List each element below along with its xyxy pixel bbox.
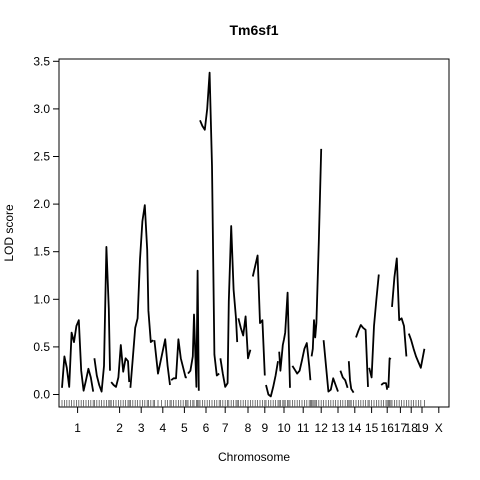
x-tick-label: 18 bbox=[405, 421, 419, 435]
x-tick-label: 19 bbox=[415, 421, 429, 435]
lod-line-segment bbox=[322, 340, 339, 393]
x-axis-label: Chromosome bbox=[218, 450, 290, 464]
y-tick-label: 3.0 bbox=[33, 102, 50, 116]
marker-rug bbox=[61, 400, 425, 407]
lod-line-segment bbox=[153, 338, 171, 386]
lod-line-segment bbox=[368, 274, 380, 379]
lod-line-segment bbox=[93, 245, 111, 393]
x-tick-label: 5 bbox=[181, 421, 188, 435]
lod-line-segment bbox=[61, 319, 95, 392]
x-tick-label: 9 bbox=[261, 421, 268, 435]
lod-line-segment bbox=[219, 225, 239, 388]
x-tick-label: 7 bbox=[222, 421, 229, 435]
x-tick-label: 2 bbox=[116, 421, 123, 435]
lod-line-segment bbox=[355, 324, 369, 387]
lod-series bbox=[61, 71, 426, 398]
lod-line-segment bbox=[251, 254, 266, 376]
plot-frame bbox=[58, 58, 450, 408]
x-tick-label: 12 bbox=[315, 421, 329, 435]
x-tick-label: 4 bbox=[159, 421, 166, 435]
chart-title: Tm6sf1 bbox=[229, 22, 278, 38]
lod-line-segment bbox=[339, 370, 349, 389]
x-tick-label: 6 bbox=[203, 421, 210, 435]
x-tick-label: 15 bbox=[365, 421, 379, 435]
x-tick-label: 14 bbox=[348, 421, 362, 435]
x-tick-label: X bbox=[435, 421, 443, 435]
lod-line-segment bbox=[170, 338, 187, 381]
y-axis-label: LOD score bbox=[2, 204, 16, 262]
lod-line-segment bbox=[187, 269, 200, 391]
lod-line-segment bbox=[237, 315, 252, 360]
lod-line-segment bbox=[380, 382, 389, 390]
y-tick-label: 2.0 bbox=[33, 197, 50, 211]
lod-line-segment bbox=[110, 344, 131, 388]
x-tick-label: 3 bbox=[138, 421, 145, 435]
lod-line-segment bbox=[387, 357, 392, 388]
y-tick-label: 0.5 bbox=[33, 340, 50, 354]
lod-line-segment bbox=[291, 342, 312, 381]
x-tick-label: 1 bbox=[74, 421, 81, 435]
x-tick-label: 16 bbox=[381, 421, 395, 435]
lod-line-segment bbox=[347, 361, 355, 394]
lod-line-segment bbox=[129, 204, 154, 388]
y-axis: 0.0 0.5 1.0 1.5 2.0 2.5 3.0 3.5 bbox=[33, 54, 60, 402]
lod-line-segment bbox=[199, 71, 220, 377]
lod-line-segment bbox=[278, 291, 291, 388]
y-tick-label: 1.0 bbox=[33, 292, 50, 306]
x-tick-label: 17 bbox=[394, 421, 408, 435]
lod-line-segment bbox=[407, 333, 426, 369]
y-tick-label: 3.5 bbox=[33, 54, 50, 68]
x-tick-label: 8 bbox=[245, 421, 252, 435]
lod-line-segment bbox=[265, 361, 279, 398]
x-tick-label: 10 bbox=[277, 421, 291, 435]
lod-line-segment bbox=[310, 148, 323, 357]
x-tick-label: 13 bbox=[331, 421, 345, 435]
y-tick-label: 2.5 bbox=[33, 150, 50, 164]
y-tick-label: 1.5 bbox=[33, 245, 50, 259]
lod-line-segment bbox=[391, 257, 408, 357]
y-tick-label: 0.0 bbox=[33, 388, 50, 402]
x-tick-label: 11 bbox=[297, 421, 310, 435]
